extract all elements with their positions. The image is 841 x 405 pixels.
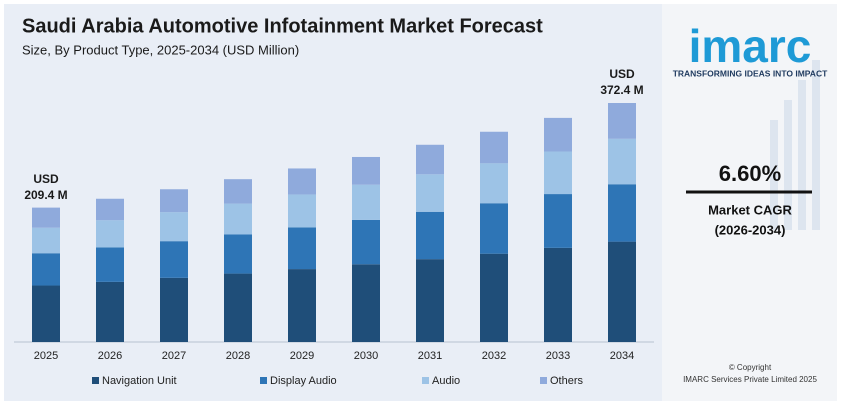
legend-swatch [260,377,267,384]
cagr-period: (2026-2034) [715,222,786,237]
legend-label: Audio [432,375,460,387]
x-tick-label: 2025 [34,350,58,362]
bar-segment [608,184,636,242]
bar-segment [544,194,572,248]
bar-segment [96,220,124,248]
cagr-label: Market CAGR [708,202,792,217]
x-tick-label: 2031 [418,350,442,362]
bar-segment [544,117,572,152]
bar-segment [416,259,444,342]
total-label: 372.4 M [600,83,643,97]
legend-label: Others [550,375,584,387]
bar-segment [224,203,252,235]
x-tick-label: 2033 [546,350,570,362]
total-label: USD [609,67,635,81]
bar-segment [416,144,444,175]
bar-segment [288,269,316,342]
bar-segment [160,189,188,213]
bar-segment [32,253,60,286]
bar-segment [480,163,508,204]
bar-segment [416,174,444,212]
bar-segment [352,219,380,265]
x-tick-label: 2028 [226,350,250,362]
legend-swatch [92,377,99,384]
x-tick-label: 2026 [98,350,122,362]
bar-segment [352,184,380,220]
bar-segment [608,241,636,342]
bar-segment [96,198,124,221]
bar-segment [32,207,60,228]
bar-segment [32,285,60,342]
bar-segment [224,273,252,342]
bar-segment [160,212,188,242]
bar-segment [544,151,572,195]
legend-swatch [422,377,429,384]
bar-segment [544,247,572,342]
logo: imarc [689,20,812,72]
bar-segment [96,281,124,342]
bar-segment [224,234,252,274]
bar-segment [608,138,636,185]
x-tick-label: 2030 [354,350,378,362]
decoration [770,60,820,230]
total-label: 209.4 M [24,188,67,202]
bar-segment [288,168,316,195]
bar-segment [480,203,508,254]
chart-title: Saudi Arabia Automotive Infotainment Mar… [22,15,543,37]
bar-segment [288,227,316,270]
chart-subtitle: Size, By Product Type, 2025-2034 (USD Mi… [22,42,299,57]
bar-segment [160,241,188,278]
bar-segment [32,227,60,254]
side-background [662,4,837,401]
legend-label: Display Audio [270,375,337,387]
bar-segment [352,264,380,342]
legend-label: Navigation Unit [102,375,177,387]
x-tick-label: 2029 [290,350,314,362]
x-tick-label: 2032 [482,350,506,362]
total-label: USD [33,172,59,186]
tagline: TRANSFORMING IDEAS INTO IMPACT [673,68,828,78]
bar-segment [352,156,380,185]
bar-segment [480,253,508,342]
x-tick-label: 2034 [610,350,634,362]
bar-segment [416,211,444,260]
bar-segment [96,247,124,282]
bar-segment [608,103,636,139]
company: IMARC Services Private Limited 2025 [683,375,817,384]
bar-segment [160,277,188,342]
bar-segment [480,131,508,164]
cagr-value: 6.60% [719,161,781,186]
bar-segment [288,194,316,228]
copyright: © Copyright [729,363,772,372]
x-tick-label: 2027 [162,350,186,362]
legend-swatch [540,377,547,384]
bar-segment [224,179,252,204]
